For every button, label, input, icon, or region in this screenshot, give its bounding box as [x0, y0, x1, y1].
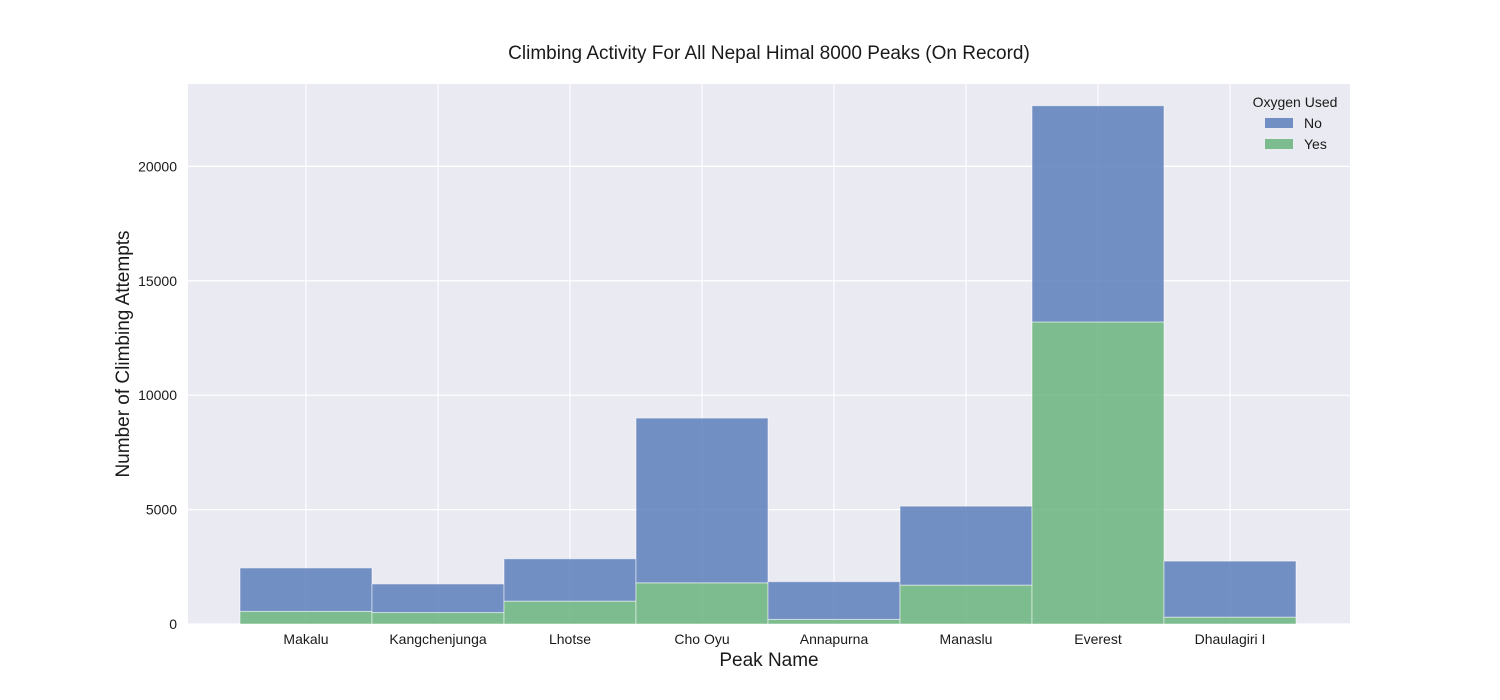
x-tick-label: Lhotse: [549, 631, 591, 647]
bar-dhaulagiri-i-no: [1163, 560, 1297, 618]
legend-title: Oxygen Used: [1253, 94, 1338, 110]
bar-kangchenjunga-no: [371, 583, 505, 614]
bar-cho-oyu-no: [635, 417, 769, 584]
bar-everest-no: [1031, 105, 1165, 323]
legend-swatch-yes: [1265, 139, 1293, 149]
x-tick-label: Annapurna: [800, 631, 869, 647]
y-tick-label: 10000: [138, 387, 177, 403]
bar-everest-yes: [1031, 321, 1165, 625]
x-tick-label: Dhaulagiri I: [1195, 631, 1266, 647]
y-axis-label: Number of Climbing Attempts: [113, 230, 134, 477]
plot-area: [188, 84, 1350, 624]
bar-makalu-no: [239, 567, 373, 612]
x-tick-label: Kangchenjunga: [389, 631, 487, 647]
x-tick-label: Cho Oyu: [674, 631, 729, 647]
legend-label-no: No: [1304, 115, 1322, 131]
bar-dhaulagiri-i-yes: [1163, 616, 1297, 625]
legend-swatch-no: [1265, 118, 1293, 128]
legend-label-yes: Yes: [1304, 136, 1327, 152]
bar-lhotse-yes: [503, 600, 637, 625]
bar-cho-oyu-yes: [635, 582, 769, 625]
bar-lhotse-no: [503, 558, 637, 602]
y-tick-label: 20000: [138, 158, 177, 174]
ticks: 0 5000 10000 15000 20000 Makalu Kangchenjunga L…: [138, 158, 1265, 647]
x-axis-label: Peak Name: [719, 650, 818, 671]
x-tick-label: Makalu: [283, 631, 328, 647]
chart-title: Climbing Activity For All Nepal Himal 80…: [508, 43, 1030, 64]
bar-manaslu-no: [899, 505, 1033, 586]
bar-makalu-yes: [239, 610, 373, 625]
bar-kangchenjunga-yes: [371, 612, 505, 625]
y-tick-label: 0: [169, 616, 177, 632]
y-tick-label: 5000: [146, 502, 177, 518]
bar-manaslu-yes: [899, 584, 1033, 625]
bars: [239, 105, 1297, 625]
y-tick-label: 15000: [138, 273, 177, 289]
legend: Oxygen Used No Yes: [1253, 94, 1338, 152]
x-tick-label: Manaslu: [940, 631, 993, 647]
x-tick-label: Everest: [1074, 631, 1122, 647]
bar-annapurna-yes: [767, 618, 901, 625]
bar-annapurna-no: [767, 581, 901, 620]
